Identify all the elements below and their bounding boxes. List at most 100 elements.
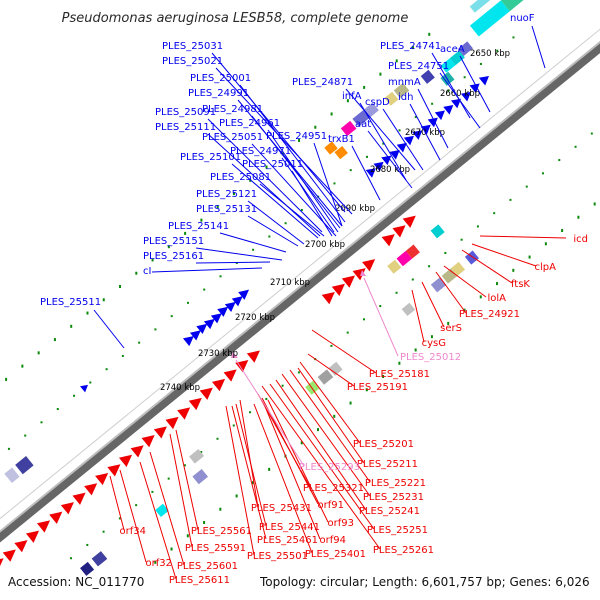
cog-block (91, 551, 108, 567)
reverse-gene (72, 492, 86, 505)
cog-block (420, 69, 435, 84)
leader-line (382, 108, 424, 171)
label-forward: PLES_25111 (155, 122, 216, 133)
tick-dot (463, 76, 466, 79)
tick-dot (183, 464, 186, 467)
leader-line (247, 215, 299, 247)
tick-dot (476, 225, 479, 228)
label-reverse: PLES_25441 (259, 522, 320, 533)
label-reverse: PLES_25191 (347, 382, 408, 393)
label-forward: PLES_24991 (188, 88, 249, 99)
label-reverse: PLES_25211 (357, 459, 418, 470)
tick-dot (382, 374, 385, 378)
reverse-gene (84, 483, 98, 496)
label-forward: aceA (440, 44, 465, 55)
kbp-label: 2730 kbp (198, 349, 238, 359)
accession-text: Accession: NC_011770 (8, 575, 144, 589)
label-reverse: icd (573, 234, 588, 245)
tick-dot (138, 341, 141, 344)
forward-gene (469, 83, 480, 94)
leader-line (431, 52, 471, 119)
reverse-gene (392, 225, 406, 238)
label-forward: PLES_24871 (292, 77, 353, 88)
label-forward: PLES_24981 (202, 104, 263, 115)
label-reverse: clpA (535, 262, 557, 273)
reverse-gene (381, 234, 395, 247)
tick-dot (577, 215, 580, 219)
tick-dot (363, 85, 366, 89)
leader-line (363, 277, 399, 357)
leader-line (299, 361, 361, 444)
tick-dot (479, 295, 482, 299)
kbp-label: 2660 kbp (440, 89, 480, 99)
cog-block (189, 449, 205, 464)
map-title: Pseudomonas aeruginosa LESB58, complete … (62, 11, 409, 26)
tick-dot (154, 328, 157, 331)
label-forward: PLES_25121 (196, 189, 257, 200)
label-forward: nuoF (510, 13, 535, 24)
tick-dot (216, 205, 219, 209)
tick-dot (268, 235, 271, 238)
tick-dot (496, 282, 499, 286)
tick-dot (479, 62, 482, 65)
tick-dot (528, 255, 531, 259)
tick-dot (379, 305, 382, 308)
tick-dot (167, 245, 170, 249)
tick-dot (382, 142, 385, 145)
cog-block (155, 503, 169, 518)
leader-line (313, 142, 343, 227)
tick-dot (186, 301, 189, 304)
tick-dot (5, 377, 8, 381)
tick-dot (411, 278, 414, 281)
label-forward: PLES_25011 (242, 159, 303, 170)
leader-line (253, 403, 313, 554)
tick-dot (300, 208, 303, 211)
reverse-gene (223, 369, 237, 382)
leader-line (195, 261, 271, 264)
tick-dot (365, 155, 368, 158)
tick-dot (525, 185, 528, 188)
reverse-gene (321, 291, 335, 305)
reverse-gene (211, 378, 226, 392)
tick-dot (330, 112, 333, 116)
tick-dot (460, 238, 463, 241)
tick-dot (121, 354, 124, 357)
leader-line (281, 373, 371, 497)
tick-dot (333, 414, 336, 418)
leader-line (239, 84, 346, 223)
cog-block (440, 58, 456, 73)
cog-block (430, 224, 445, 239)
backbone-shadow-line (0, 28, 600, 520)
leader-line (225, 405, 255, 556)
forward-gene (403, 135, 414, 146)
label-reverse: lolA (487, 293, 506, 304)
label-forward: PLES_25151 (143, 236, 204, 247)
tick-dot (219, 275, 222, 278)
tick-dot (574, 145, 577, 148)
tick-dot (249, 411, 252, 414)
reverse-gene (95, 472, 109, 486)
cog-block (469, 0, 510, 37)
tick-dot (53, 338, 56, 342)
leader-line (149, 451, 185, 566)
tick-dot (349, 401, 352, 405)
tick-dot (203, 520, 206, 524)
tick-dot (170, 547, 173, 551)
label-forward: PLES_25081 (210, 172, 271, 183)
kbp-label: 2650 kbp (470, 49, 510, 59)
tick-dot (203, 288, 206, 291)
forward-gene (478, 75, 489, 86)
tick-dot (135, 504, 138, 507)
tick-dot (21, 364, 24, 368)
leader-line (139, 461, 177, 580)
label-forward: PLES_24751 (388, 61, 449, 72)
label-pseudogene: PLES_25012 (400, 352, 461, 363)
tick-dot (219, 507, 222, 511)
forward-gene (389, 150, 400, 160)
forward-gene (203, 318, 215, 330)
leader-line (247, 200, 305, 245)
cog-block (340, 120, 357, 137)
tick-dot (297, 371, 300, 374)
forward-gene (412, 130, 423, 140)
label-reverse: PLES_25561 (191, 526, 252, 537)
